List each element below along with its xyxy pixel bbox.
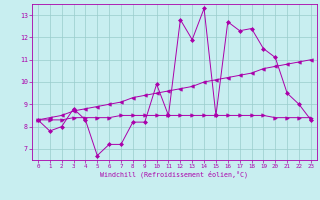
X-axis label: Windchill (Refroidissement éolien,°C): Windchill (Refroidissement éolien,°C) bbox=[100, 171, 248, 178]
